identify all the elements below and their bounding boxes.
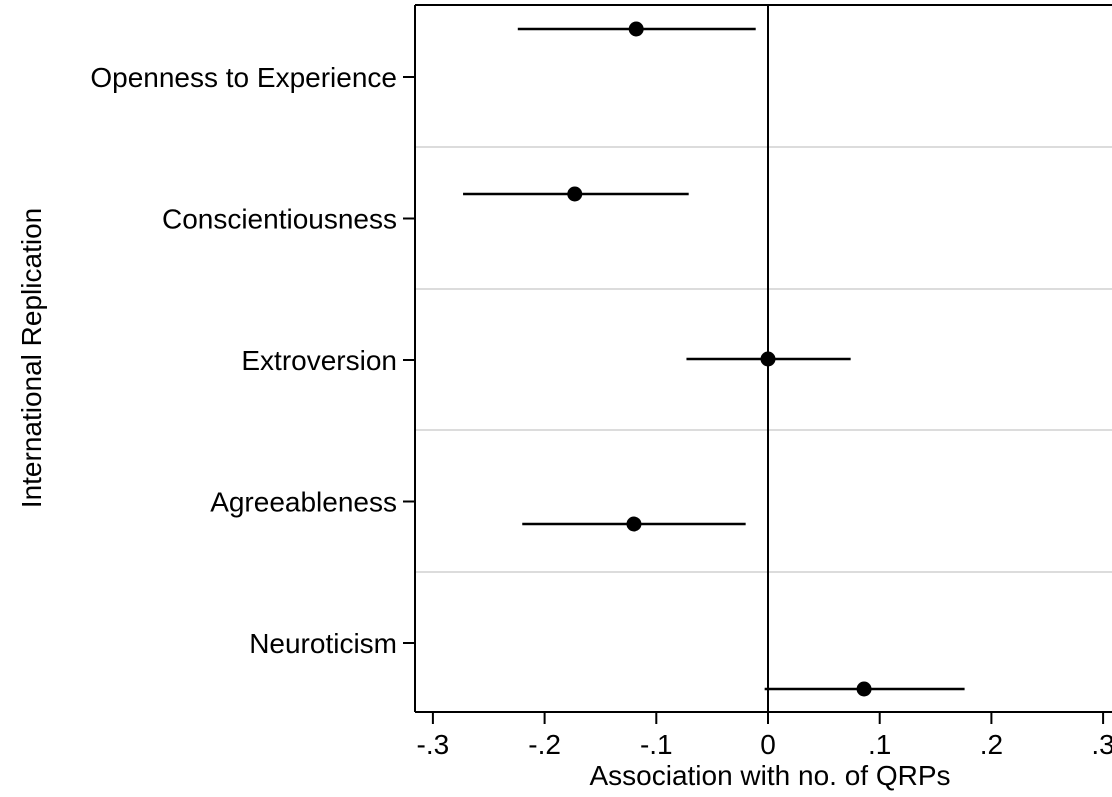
point-marker (567, 186, 583, 202)
x-tick-label: .1 (868, 729, 891, 760)
y-tick-label: Agreeableness (210, 487, 397, 518)
y-tick-label: Conscientiousness (162, 204, 397, 235)
x-tick-label: .2 (980, 729, 1003, 760)
y-tick-label: Extroversion (241, 345, 397, 376)
point-estimates (567, 21, 872, 697)
confidence-intervals (463, 27, 965, 691)
y-tick-label: Openness to Experience (90, 62, 397, 93)
x-tick-label: -.2 (528, 729, 561, 760)
point-marker (856, 681, 872, 697)
x-tick-label: -.3 (417, 729, 450, 760)
x-tick-label: .3 (1091, 729, 1112, 760)
y-axis-title: International Replication (16, 208, 47, 508)
grid-lines (415, 146, 1112, 573)
point-marker (760, 351, 776, 367)
y-axis-ticks: Openness to Experience Conscientiousness E… (90, 62, 415, 659)
x-axis-title: Association with no. of QRPs (589, 760, 950, 791)
y-tick-label: Neuroticism (249, 628, 397, 659)
plot-frame (414, 4, 1112, 713)
point-marker (626, 516, 642, 532)
x-axis-ticks: -.3 -.2 -.1 0 .1 .2 .3 (417, 712, 1112, 760)
point-marker (628, 21, 644, 37)
x-tick-label: -.1 (640, 729, 673, 760)
x-tick-label: 0 (760, 729, 776, 760)
